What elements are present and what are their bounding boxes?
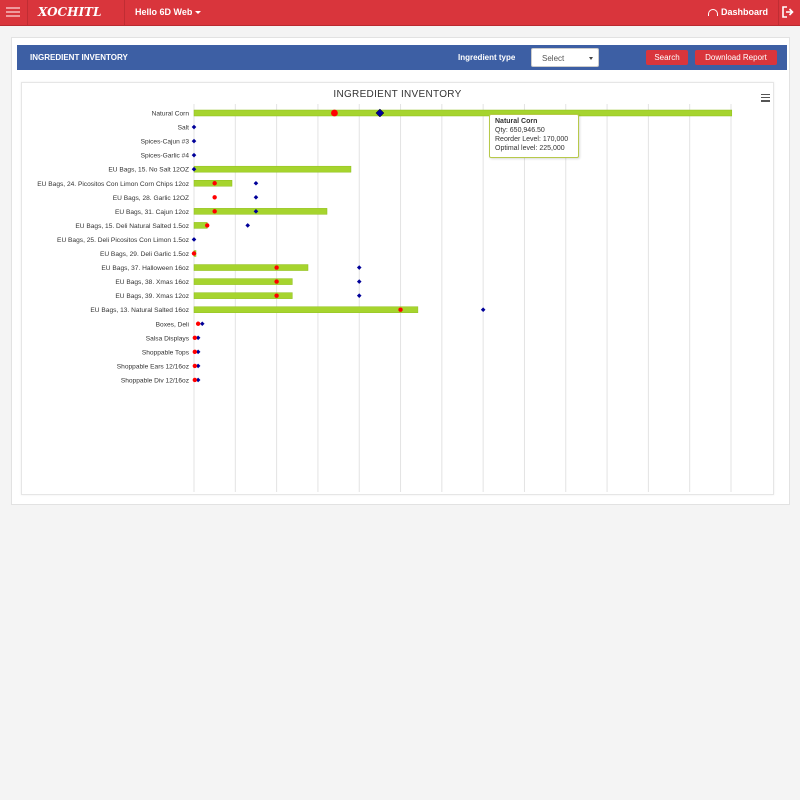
navbar-divider (124, 0, 125, 25)
search-button[interactable]: Search (646, 50, 688, 65)
inventory-toolbar: INGREDIENT INVENTORY Ingredient type Sel… (17, 45, 787, 70)
user-greeting: Hello 6D Web (135, 7, 193, 17)
chart-title: INGREDIENT INVENTORY (333, 89, 462, 100)
dashboard-link[interactable]: Dashboard (707, 0, 768, 25)
page-title: INGREDIENT INVENTORY (30, 53, 128, 62)
dashboard-icon (707, 9, 718, 17)
tooltip-qty: Qty: 650,946.50 (495, 127, 545, 134)
user-menu[interactable]: Hello 6D Web (135, 0, 202, 25)
ingredient-type-select[interactable]: Select (531, 48, 599, 67)
logout-icon[interactable] (782, 6, 794, 18)
chart-tooltip: Natural Corn Qty: 650,946.50 Reorder Lev… (489, 114, 579, 158)
tooltip-reorder: Reorder Level: 170,000 (495, 136, 569, 143)
top-navbar: XOCHITL Hello 6D Web Dashboard (0, 0, 800, 26)
navbar-divider (778, 0, 779, 25)
menu-toggle-icon[interactable] (6, 5, 20, 19)
dashboard-label: Dashboard (720, 7, 768, 17)
tooltip-optimal: Optimal level: 225,000 (495, 145, 565, 152)
inventory-chart: INGREDIENT INVENTORY (21, 82, 774, 495)
chevron-down-icon (195, 11, 202, 15)
brand-logo[interactable]: XOCHITL (38, 5, 102, 19)
ingredient-type-label: Ingredient type (458, 53, 516, 62)
select-value: Select (542, 54, 565, 63)
chart-menu-icon[interactable] (761, 92, 770, 103)
download-report-button[interactable]: Download Report (695, 50, 777, 65)
chevron-down-icon (589, 57, 593, 60)
tooltip-title: Natural Corn (495, 118, 538, 125)
navbar-divider (27, 0, 28, 25)
